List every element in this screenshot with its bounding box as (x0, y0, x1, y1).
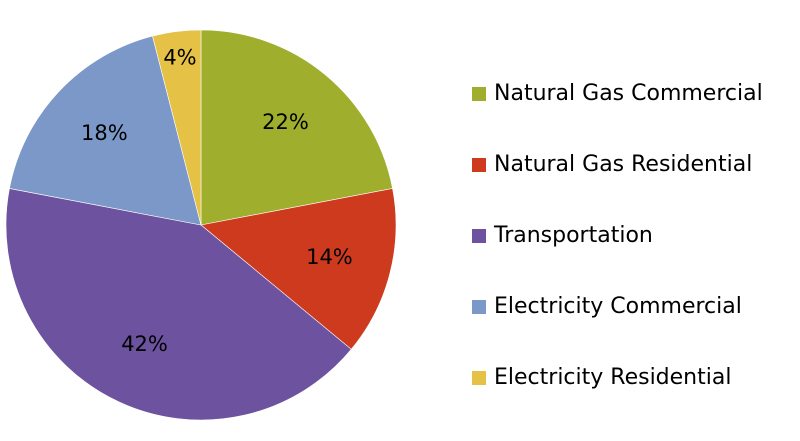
pie-value-labels: 22% 14% 42% 18% 4% (81, 46, 353, 356)
legend-swatch (472, 86, 486, 101)
legend-swatch (472, 157, 486, 172)
pie-value-label: 42% (121, 332, 168, 356)
legend-label: Natural Gas Residential (494, 152, 753, 177)
pie-value-label: 14% (306, 245, 353, 269)
pie-slice-electricity-residential (152, 29, 202, 226)
legend-label: Electricity Commercial (494, 294, 742, 319)
pie-value-label: 4% (163, 46, 196, 70)
legend-swatch (472, 228, 486, 243)
pie-slice-electricity-commercial (9, 35, 202, 226)
legend-label: Electricity Residential (494, 365, 732, 390)
pie-slice-natural-gas-commercial (200, 29, 393, 226)
legend-item-electricity-commercial: Electricity Commercial (472, 271, 763, 342)
pie-value-label: 22% (262, 110, 309, 134)
chart-legend: Natural Gas Commercial Natural Gas Resid… (472, 58, 763, 413)
legend-swatch (472, 370, 486, 385)
pie-value-label: 18% (81, 121, 128, 145)
legend-item-transportation: Transportation (472, 200, 763, 271)
legend-item-natural-gas-commercial: Natural Gas Commercial (472, 58, 763, 129)
legend-item-natural-gas-residential: Natural Gas Residential (472, 129, 763, 200)
pie-slice-transportation (5, 188, 352, 421)
legend-item-electricity-residential: Electricity Residential (472, 342, 763, 413)
legend-label: Transportation (494, 223, 653, 248)
pie-slice-natural-gas-residential (200, 188, 397, 350)
pie-slices (5, 29, 397, 421)
legend-swatch (472, 299, 486, 314)
legend-label: Natural Gas Commercial (494, 81, 763, 106)
